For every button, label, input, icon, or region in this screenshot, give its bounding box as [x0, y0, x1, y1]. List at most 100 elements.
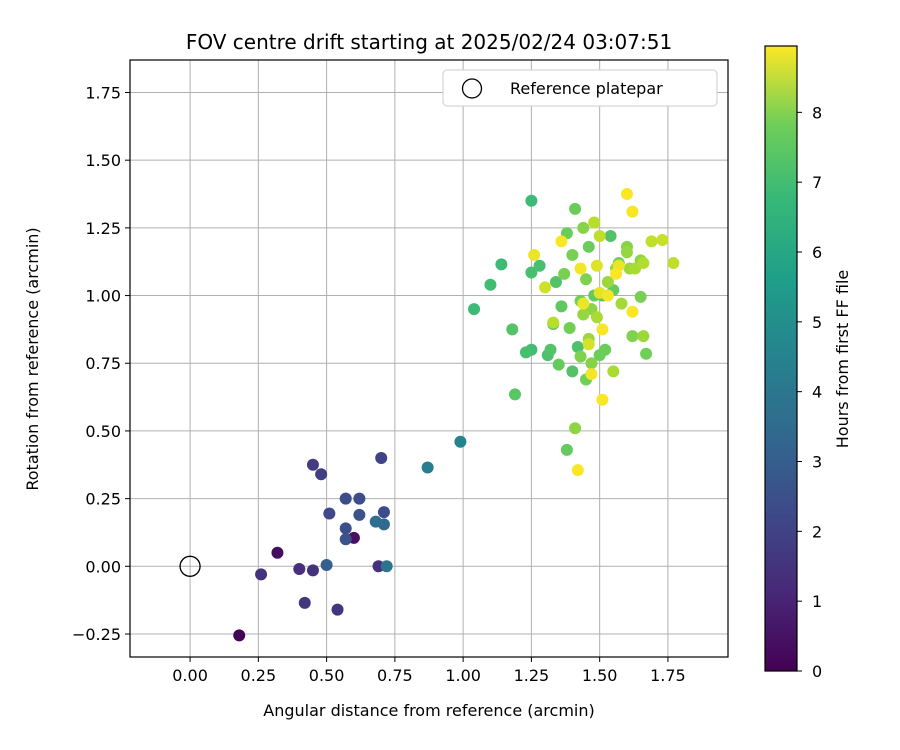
legend-marker-reference [461, 78, 483, 99]
data-point [563, 322, 576, 335]
colorbar-tick-label: 3 [812, 453, 822, 472]
data-point [525, 266, 538, 279]
legend: Reference platepar [442, 69, 718, 107]
colorbar-label: Hours from first FF file [833, 270, 852, 449]
data-point [577, 297, 590, 310]
data-point [596, 393, 609, 406]
data-point [599, 343, 612, 356]
data-point [604, 229, 617, 242]
data-point [620, 188, 633, 201]
colorbar-ticks: 0 1 2 3 4 5 6 7 8 [797, 103, 822, 681]
x-axis-ticks: 0.00 0.25 0.50 0.75 1.00 1.25 1.50 1.75 [172, 657, 686, 685]
data-point [255, 568, 268, 581]
colorbar-tick-label: 8 [812, 103, 822, 122]
data-point [566, 248, 579, 261]
data-point [454, 435, 467, 448]
data-point [233, 629, 246, 642]
legend-label-reference: Reference platepar [510, 79, 663, 98]
data-point [667, 257, 680, 270]
x-tick-label: 1.25 [514, 666, 550, 685]
data-point [528, 248, 541, 261]
data-point [634, 290, 647, 303]
data-point [566, 365, 579, 378]
data-point [375, 452, 388, 464]
colorbar-tick-label: 0 [812, 662, 822, 681]
data-point [552, 358, 565, 371]
y-tick-label: 1.25 [85, 219, 121, 238]
data-point [509, 388, 522, 401]
data-point [539, 281, 552, 294]
data-point [571, 340, 584, 353]
data-point [582, 338, 595, 351]
x-tick-label: 0.00 [172, 666, 208, 685]
x-tick-label: 1.50 [582, 666, 618, 685]
data-point [580, 273, 593, 286]
data-point [549, 276, 562, 289]
data-point [577, 308, 590, 321]
data-point [339, 533, 352, 546]
data-point [588, 216, 601, 229]
y-tick-label: 0.75 [85, 354, 121, 373]
data-point [620, 246, 633, 259]
data-point [569, 202, 582, 215]
data-point [377, 506, 390, 519]
data-point [306, 564, 319, 577]
scatter-points [233, 188, 680, 642]
colorbar-tick-label: 6 [812, 243, 822, 262]
colorbar-tick-label: 7 [812, 173, 822, 192]
data-point [533, 259, 546, 272]
data-point [495, 258, 508, 271]
data-point [637, 330, 650, 343]
y-tick-label: 1.75 [85, 83, 121, 102]
data-point [656, 234, 669, 247]
data-point [585, 368, 598, 381]
data-point [637, 257, 650, 270]
colorbar-tick-label: 5 [812, 313, 822, 332]
y-tick-label: −0.25 [72, 625, 121, 644]
y-axis-label: Rotation from reference (arcmin) [23, 227, 42, 490]
data-point [593, 229, 606, 242]
data-point [484, 278, 497, 291]
x-tick-label: 0.75 [377, 666, 413, 685]
data-point [331, 603, 344, 616]
x-tick-label: 1.00 [445, 666, 481, 685]
data-point [468, 303, 481, 316]
data-point [380, 560, 393, 573]
data-point [601, 276, 614, 289]
plot-frame [129, 59, 729, 658]
y-tick-label: 0.00 [85, 557, 121, 576]
data-point [339, 522, 352, 535]
colorbar-gradient [765, 46, 797, 671]
data-point [369, 515, 382, 528]
data-point [547, 316, 560, 329]
data-point [607, 365, 620, 378]
data-point [577, 221, 590, 234]
data-point [626, 330, 639, 343]
data-point [574, 350, 587, 363]
colorbar-tick-label: 2 [812, 522, 822, 541]
data-point [601, 289, 614, 302]
data-point [353, 492, 366, 505]
colorbar-tick-label: 4 [812, 383, 822, 402]
x-tick-label: 0.50 [309, 666, 345, 685]
data-point [610, 267, 623, 280]
x-tick-label: 1.75 [650, 666, 686, 685]
data-point [590, 259, 603, 272]
data-point [558, 267, 571, 280]
data-point [271, 546, 284, 559]
x-axis-label: Angular distance from reference (arcmin) [263, 701, 594, 720]
data-point [353, 508, 366, 521]
data-point [582, 240, 595, 253]
data-point [339, 492, 352, 505]
data-point [571, 464, 584, 477]
colorbar: 0 1 2 3 4 5 6 7 8 Hours from first FF file [764, 45, 852, 681]
data-point [626, 205, 639, 218]
data-point [306, 458, 319, 471]
data-point [626, 305, 639, 318]
grid-lines [130, 60, 728, 657]
chart-title: FOV centre drift starting at 2025/02/24 … [186, 30, 672, 54]
data-point [590, 311, 603, 324]
legend-box [442, 69, 718, 107]
